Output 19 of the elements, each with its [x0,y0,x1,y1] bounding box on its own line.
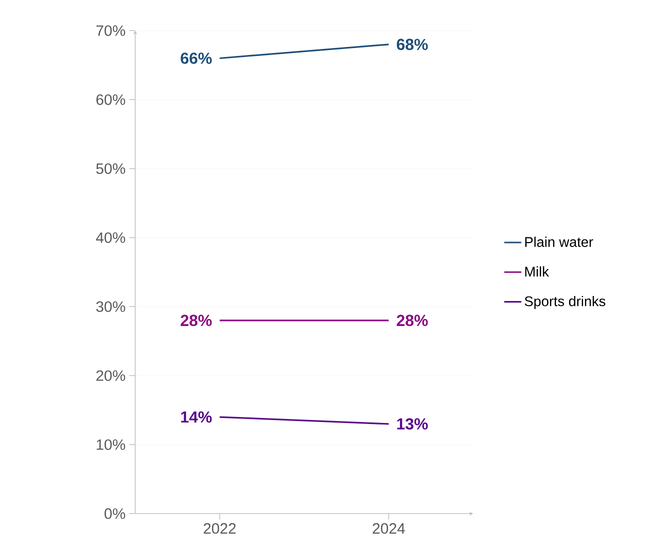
data-label: 13% [397,418,428,430]
y-tick-label: 0% [104,508,126,519]
y-tick-label: 40% [96,232,126,243]
y-tick-label: 10% [96,439,126,450]
legend-label: Plain water [525,236,594,247]
legend-label: Milk [525,266,550,276]
x-tick-label: 2024 [372,523,405,534]
data-label: 28% [396,314,428,326]
x-tick-label: 2022 [204,523,236,534]
y-tick-label: 30% [96,301,126,312]
legend-label: Sports drinks [524,296,606,309]
data-label: 28% [180,314,212,326]
y-tick-label: 20% [96,370,126,381]
data-label: 14% [181,411,212,423]
y-tick-label: 50% [96,163,126,174]
y-tick-label: 70% [96,25,126,36]
y-tick-label: 60% [96,94,126,105]
data-label: 66% [180,52,212,64]
data-label: 68% [396,38,428,50]
